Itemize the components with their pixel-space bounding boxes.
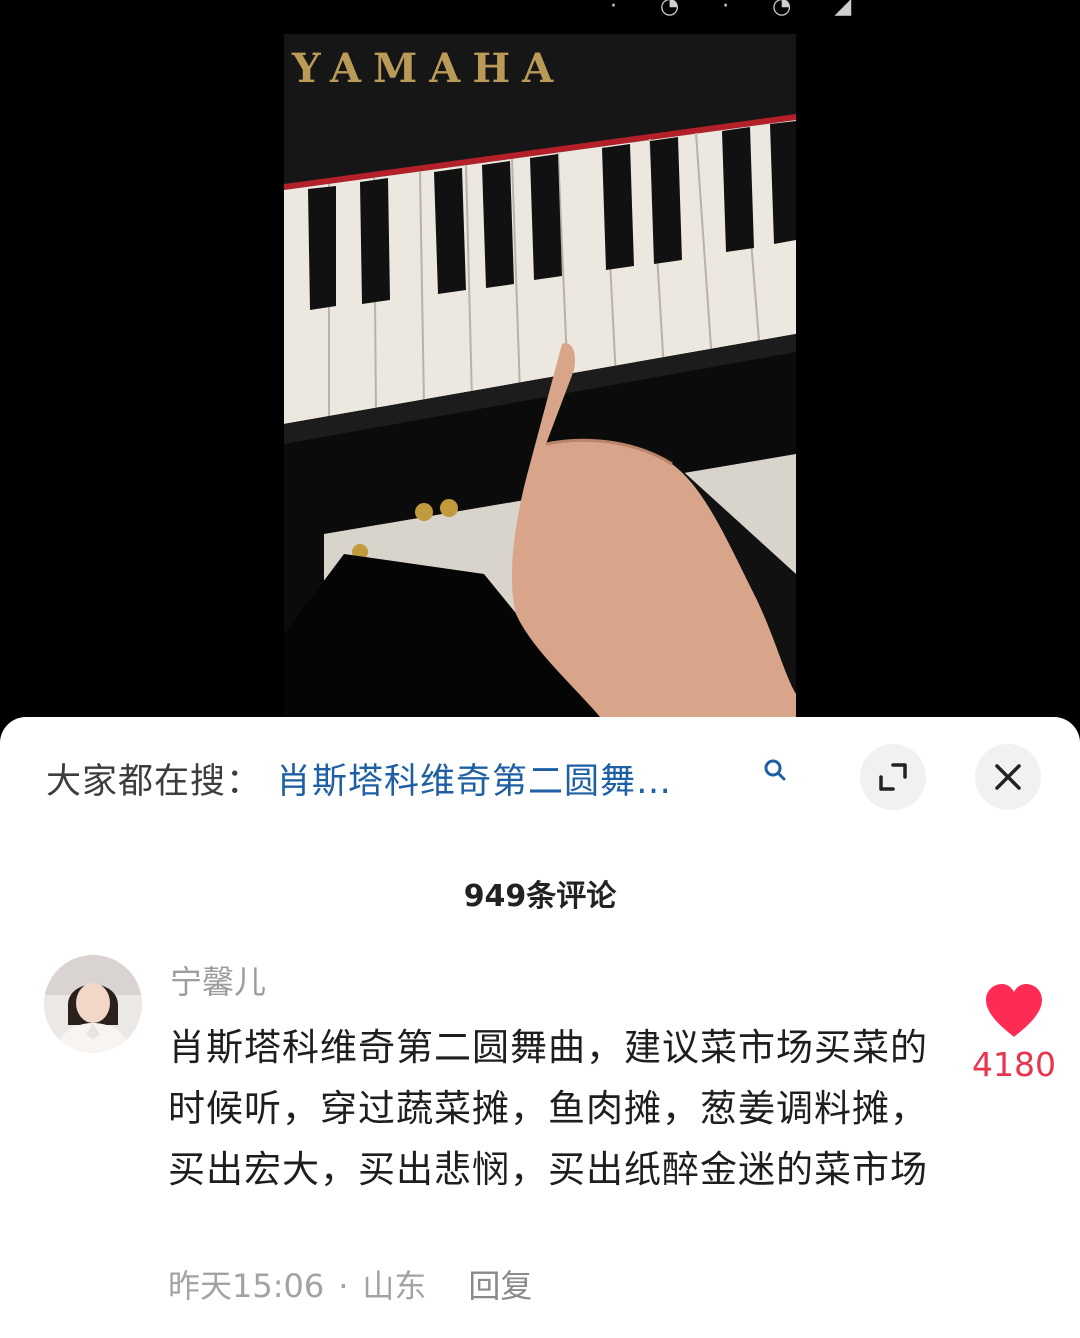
expand-icon (879, 763, 907, 791)
avatar-image (44, 955, 142, 1053)
comment-item: 宁馨儿 肖斯塔科维奇第二圆舞曲，建议菜市场买菜的时候听，穿过蔬菜摊，鱼肉摊，葱姜… (0, 951, 1080, 1331)
status-icons: · ◔ · ◔ ◢ (610, 0, 870, 19)
comment-username[interactable]: 宁馨儿 (170, 963, 267, 1001)
avatar[interactable] (44, 955, 142, 1053)
comment-count: 949条评论 (463, 879, 617, 914)
piano-video-thumbnail: YAMAHA (284, 34, 796, 734)
trending-search-bar[interactable]: 大家都在搜： 肖斯塔科维奇第二圆舞… (46, 753, 672, 803)
comments-sheet: 大家都在搜： 肖斯塔科维奇第二圆舞… 949条评论 宁 (0, 717, 1080, 1338)
brand-text: YAMAHA (291, 45, 565, 92)
search-prefix-label: 大家都在搜： (46, 761, 263, 802)
comment-location: 山东 (362, 1267, 427, 1305)
close-button[interactable] (975, 744, 1041, 810)
search-query-link[interactable]: 肖斯塔科维奇第二圆舞… (276, 761, 673, 802)
status-bar: · ◔ · ◔ ◢ (0, 0, 1080, 34)
search-icon[interactable] (762, 757, 788, 783)
like-button[interactable]: 4180 (968, 983, 1060, 1084)
close-icon (995, 764, 1021, 790)
comment-text: 肖斯塔科维奇第二圆舞曲，建议菜市场买菜的时候听，穿过蔬菜摊，鱼肉摊，葱姜调料摊，… (168, 1026, 928, 1191)
meta-separator: · (338, 1267, 349, 1305)
like-count: 4180 (972, 1045, 1056, 1084)
video-frame[interactable]: YAMAHA (284, 34, 796, 734)
video-player[interactable]: YAMAHA (0, 34, 1080, 734)
comment-meta: 昨天15:06 · 山东 回复 (168, 1261, 532, 1307)
comment-time: 昨天15:06 (168, 1267, 325, 1305)
reply-button[interactable]: 回复 (468, 1267, 533, 1305)
heart-icon (986, 984, 1042, 1037)
expand-button[interactable] (860, 744, 926, 810)
